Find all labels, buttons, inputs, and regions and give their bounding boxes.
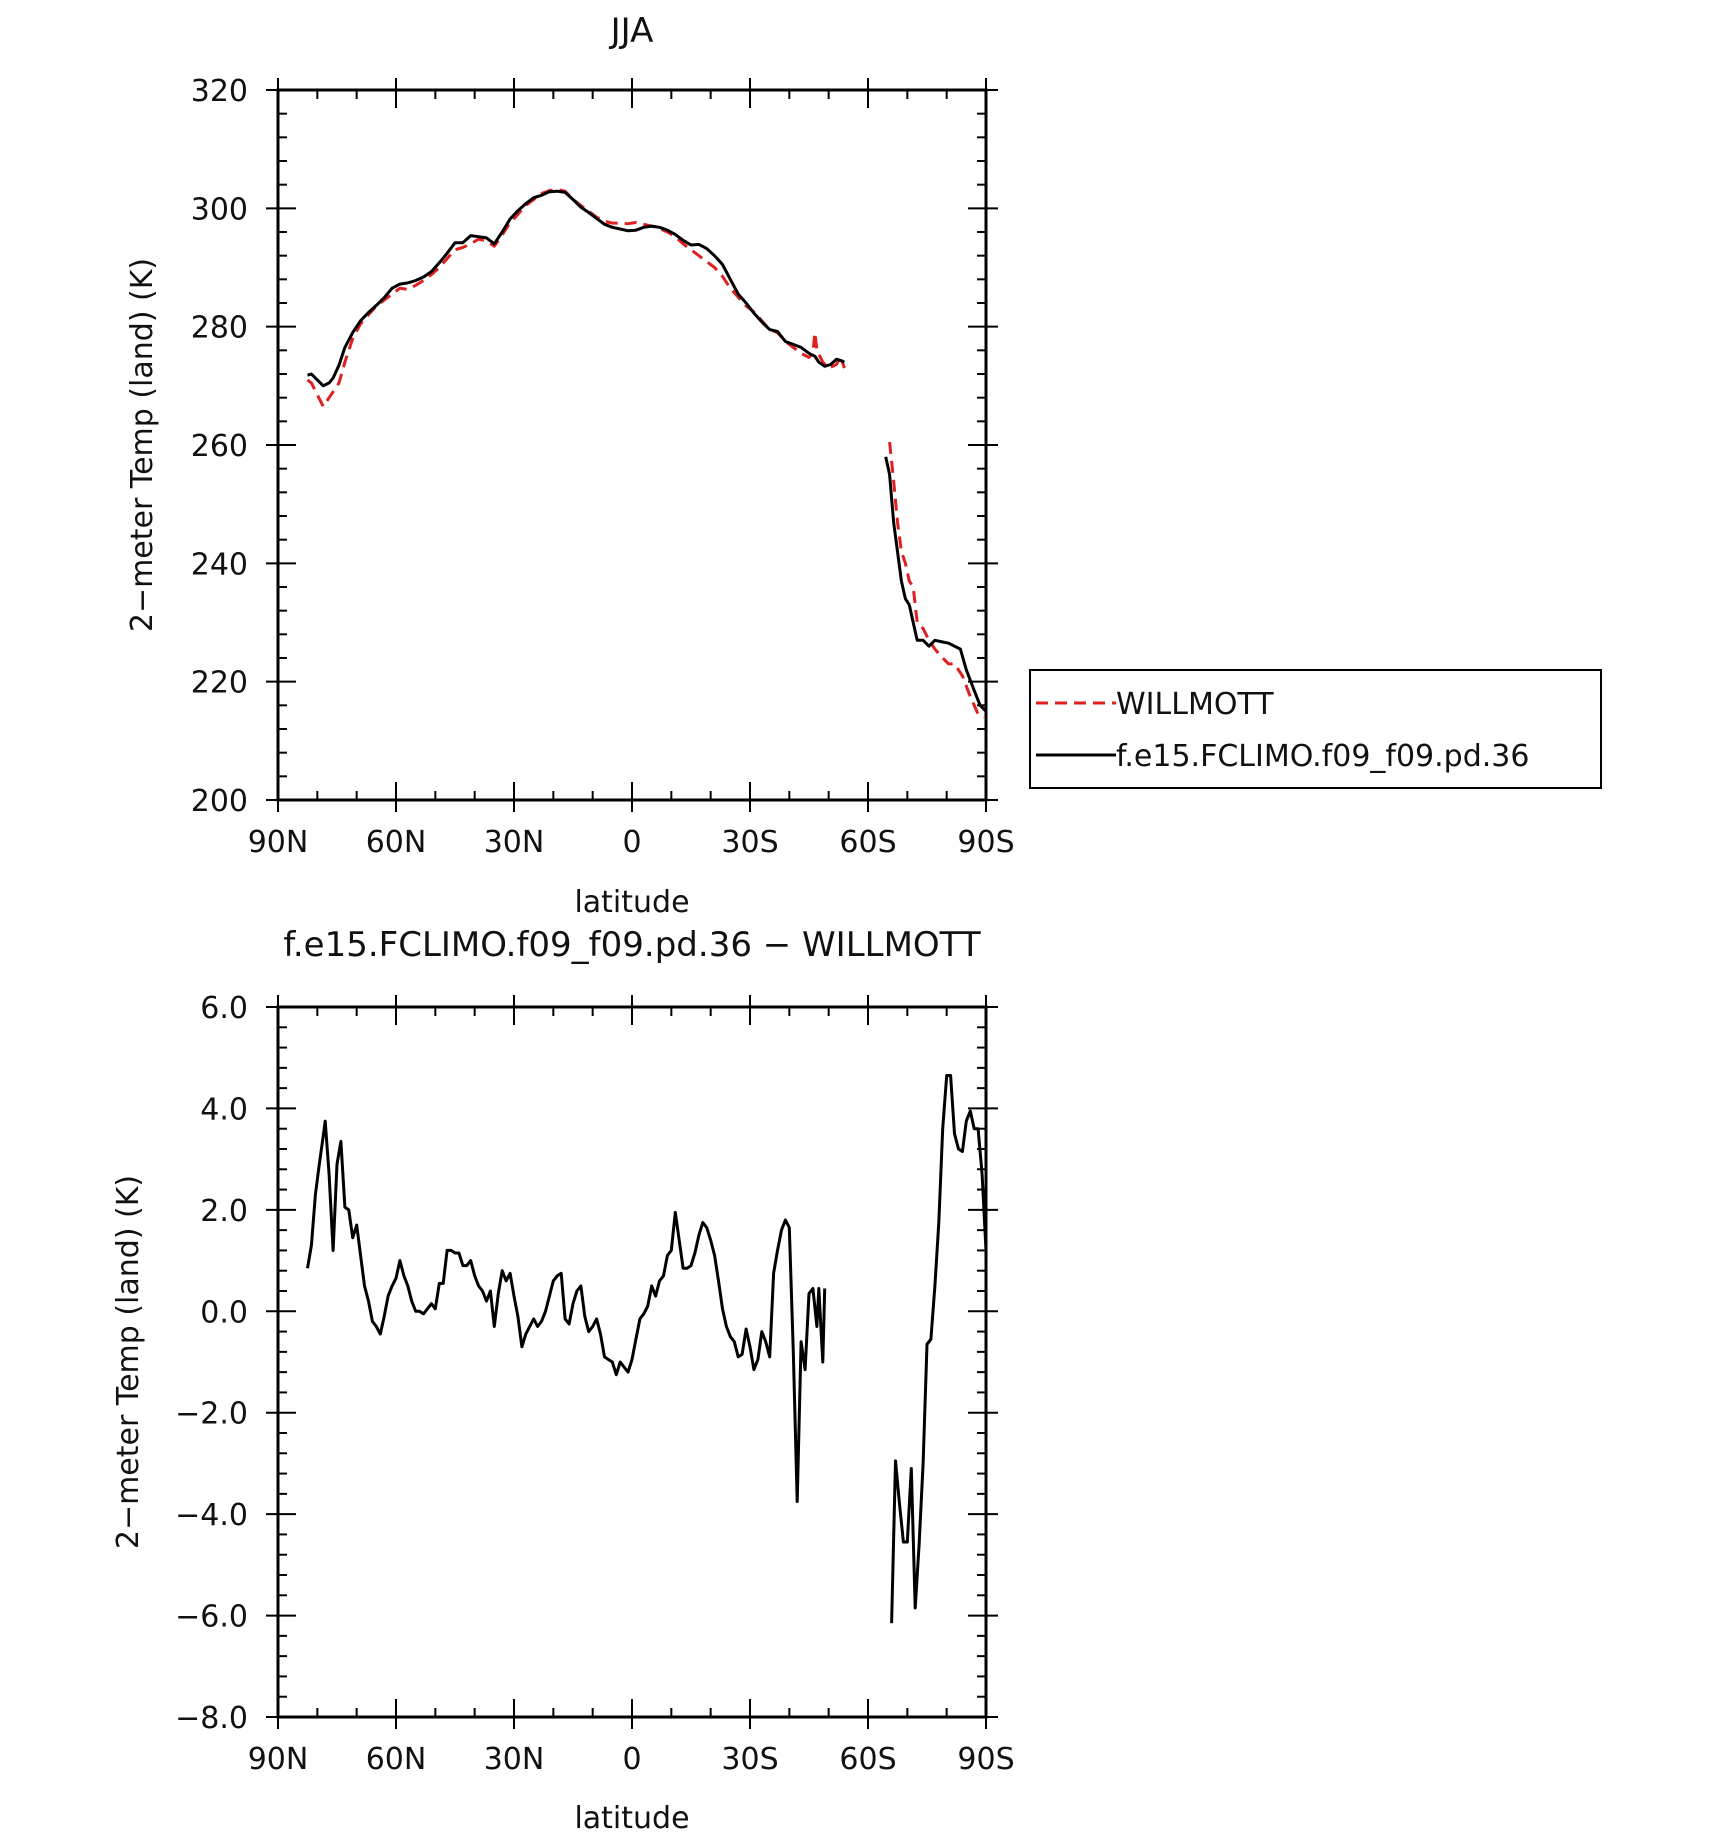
legend-entry-model: f.e15.FCLIMO.f09_f09.pd.36	[1116, 739, 1529, 774]
top-series-line-model	[307, 189, 846, 388]
top-axis-ticks	[266, 78, 998, 812]
bottom-series-line-difference	[890, 1074, 988, 1624]
bottom-chart-title: f.e15.FCLIMO.f09_f09.pd.36 − WILLMOTT	[283, 925, 980, 965]
bottom-y-axis-label: 2−meter Temp (land) (K)	[111, 1175, 146, 1549]
top-y-tick-labels: 200 220 240 260 280 300 320	[191, 74, 248, 819]
bottom-series-line-difference	[306, 1119, 827, 1503]
legend: WILLMOTT f.e15.FCLIMO.f09_f09.pd.36	[1029, 669, 1602, 789]
bottom-y-tick-labels: −8.0 −6.0 −4.0 −2.0 0.0 2.0 4.0 6.0	[175, 991, 248, 1736]
bottom-panel: f.e15.FCLIMO.f09_f09.pd.36 − WILLMOTT 90…	[111, 925, 1015, 1833]
top-x-tick-label: 30N	[484, 825, 545, 860]
bottom-y-tick-label: −6.0	[175, 1600, 248, 1635]
bottom-y-tick-label: 4.0	[200, 1092, 248, 1127]
bottom-x-tick-label: 90S	[957, 1742, 1014, 1777]
top-y-tick-label: 260	[191, 429, 248, 464]
bottom-y-tick-label: 6.0	[200, 991, 248, 1026]
bottom-x-tick-label: 60S	[839, 1742, 896, 1777]
bottom-plot-area	[266, 995, 998, 1729]
top-plot-area	[266, 78, 998, 812]
top-y-tick-label: 280	[191, 311, 248, 346]
bottom-y-tick-label: 0.0	[200, 1295, 248, 1330]
top-series-group	[306, 187, 988, 719]
top-y-tick-label: 320	[191, 74, 248, 109]
top-x-tick-labels: 90N 60N 30N 0 30S 60S 90S	[248, 825, 1015, 860]
bottom-y-tick-label: −4.0	[175, 1498, 248, 1533]
top-series-line-willmott	[888, 441, 985, 719]
top-y-axis-label: 2−meter Temp (land) (K)	[125, 258, 160, 632]
bottom-x-tick-label: 30N	[484, 1742, 545, 1777]
top-x-tick-label: 0	[622, 825, 641, 860]
top-x-axis-label: latitude	[574, 885, 689, 920]
bottom-x-tick-label: 0	[622, 1742, 641, 1777]
bottom-axis-ticks	[266, 995, 998, 1729]
bottom-x-axis-label: latitude	[574, 1801, 689, 1833]
bottom-x-tick-label: 90N	[248, 1742, 309, 1777]
bottom-y-tick-label: 2.0	[200, 1194, 248, 1229]
bottom-x-tick-label: 30S	[721, 1742, 778, 1777]
top-panel: JJA 90N 60N 30N 0 30S 60S 90S 200 220 240 260 280 3…	[125, 11, 1602, 920]
top-y-tick-label: 300	[191, 192, 248, 227]
top-x-tick-label: 60N	[366, 825, 427, 860]
bottom-x-tick-labels: 90N 60N 30N 0 30S 60S 90S	[248, 1742, 1015, 1777]
bottom-y-tick-label: −2.0	[175, 1397, 248, 1432]
legend-box	[1029, 669, 1602, 789]
top-y-tick-label: 220	[191, 666, 248, 701]
top-x-tick-label: 60S	[839, 825, 896, 860]
top-y-tick-label: 240	[191, 547, 248, 582]
legend-entry-willmott: WILLMOTT	[1116, 687, 1274, 722]
top-chart-title: JJA	[609, 11, 654, 51]
top-series-line-model	[884, 456, 988, 713]
top-x-tick-label: 90N	[248, 825, 309, 860]
bottom-series-group	[306, 1074, 988, 1624]
top-y-tick-label: 200	[191, 784, 248, 819]
top-x-tick-label: 30S	[721, 825, 778, 860]
bottom-y-tick-label: −8.0	[175, 1701, 248, 1736]
bottom-x-tick-label: 60N	[366, 1742, 427, 1777]
top-x-tick-label: 90S	[957, 825, 1014, 860]
